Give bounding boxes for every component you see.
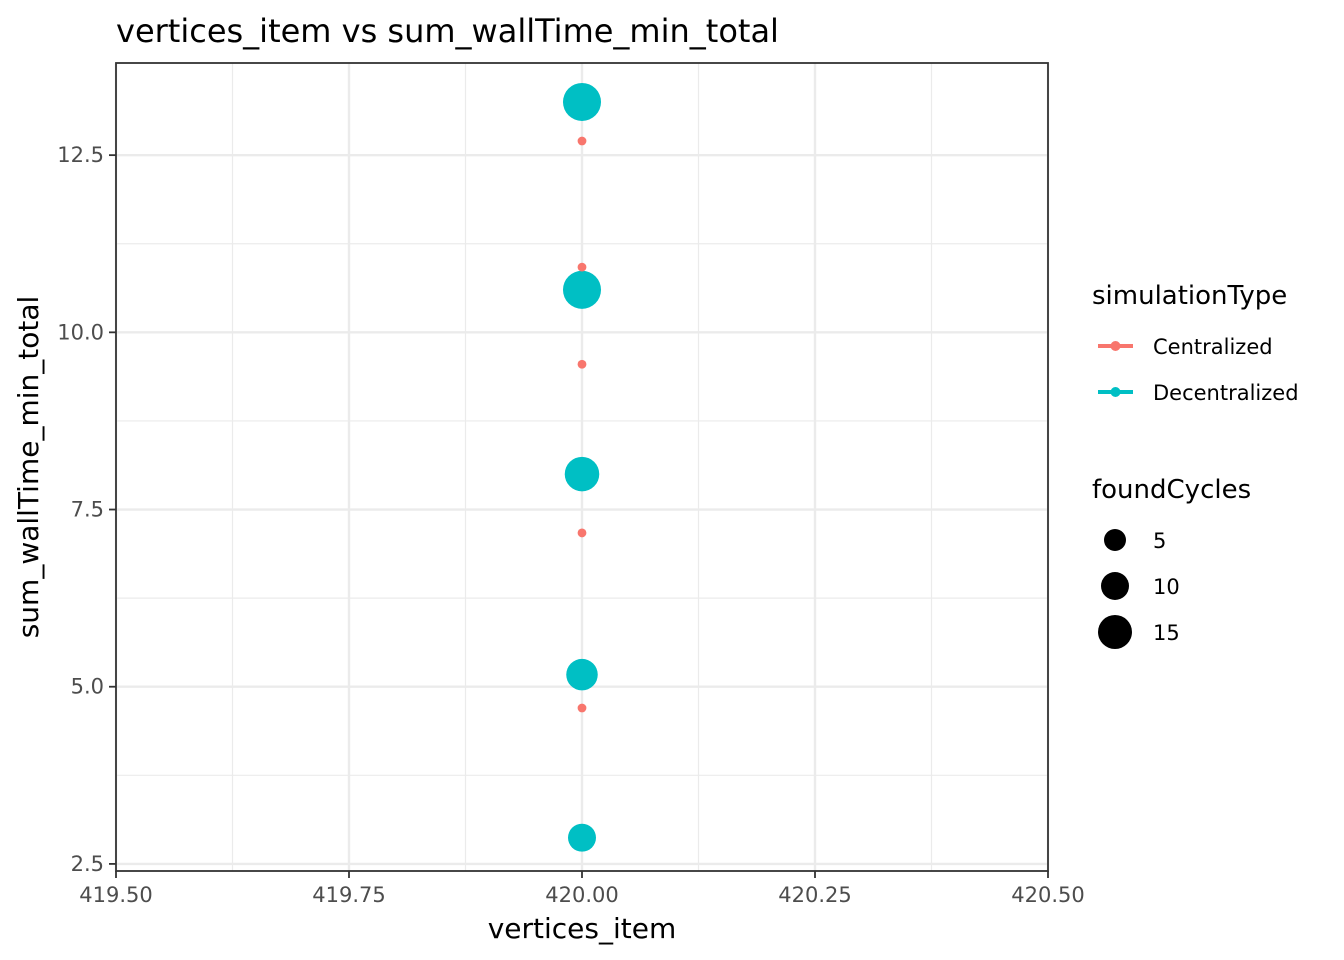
legend-label: Decentralized	[1153, 381, 1299, 405]
data-point-decentralized	[562, 82, 602, 122]
data-point-decentralized	[562, 270, 602, 309]
x-tick-label: 419.50	[79, 883, 152, 907]
data-point-centralized	[577, 262, 587, 272]
size-legend-label: 10	[1153, 575, 1180, 599]
y-tick-label: 12.5	[57, 143, 104, 167]
data-point-decentralized	[568, 823, 596, 852]
data-points	[562, 82, 602, 852]
y-axis-title: sum_wallTime_min_total	[12, 296, 45, 639]
legend-key-point	[1110, 387, 1121, 397]
size-legend-title: foundCycles	[1092, 475, 1251, 505]
data-point-centralized	[577, 703, 587, 713]
data-point-centralized	[577, 136, 587, 146]
color-legend-title: simulationType	[1092, 281, 1287, 311]
x-tick-label: 419.75	[312, 883, 385, 907]
data-point-centralized	[577, 359, 587, 369]
y-tick-label: 10.0	[57, 320, 104, 344]
size-legend-key	[1104, 529, 1126, 551]
x-tick-label: 420.00	[545, 883, 618, 907]
y-tick-label: 5.0	[71, 675, 104, 699]
chart-title: vertices_item vs sum_wallTime_min_total	[116, 12, 779, 50]
x-axis-title: vertices_item	[488, 912, 677, 945]
y-tick-label: 2.5	[71, 852, 104, 876]
size-legend-label: 5	[1153, 529, 1166, 553]
legend: simulationType foundCycles Centralized De…	[1092, 281, 1299, 649]
axes	[109, 62, 1049, 878]
size-legend-key	[1101, 572, 1129, 600]
x-tick-label: 420.50	[1011, 883, 1084, 907]
data-point-centralized	[577, 528, 587, 538]
data-point-decentralized	[566, 658, 598, 691]
y-tick-label: 7.5	[71, 498, 104, 522]
data-point-decentralized	[564, 456, 600, 492]
size-legend-key	[1098, 615, 1132, 649]
x-tick-label: 420.25	[778, 883, 851, 907]
size-legend-label: 15	[1153, 621, 1180, 645]
legend-key-point	[1110, 341, 1121, 351]
tick-labels: 419.50 419.75 420.00 420.25 420.50 2.5 5.0 7.5 1…	[57, 143, 1085, 907]
legend-label: Centralized	[1153, 335, 1273, 359]
